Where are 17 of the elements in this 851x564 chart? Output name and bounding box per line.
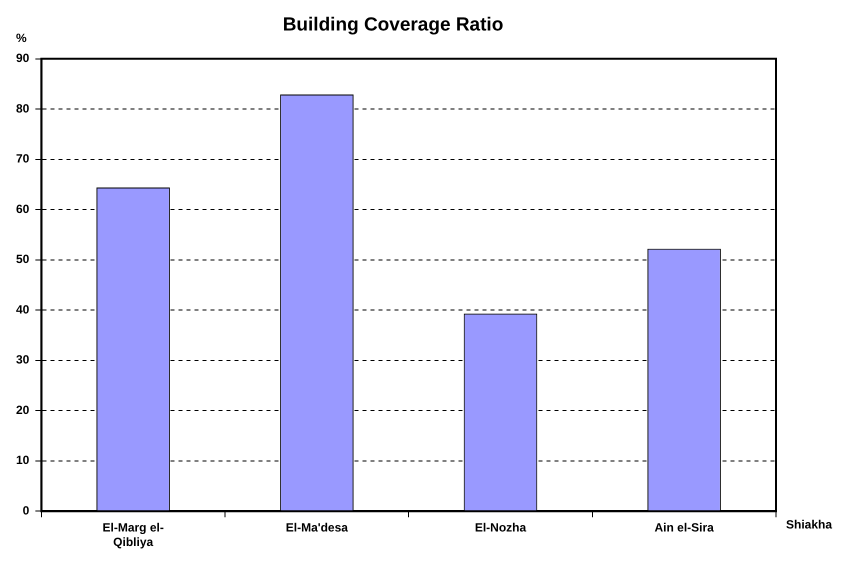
x-tick-label: El-Marg el-Qibliya (102, 520, 164, 550)
chart-title: Building Coverage Ratio (282, 14, 504, 36)
y-tick-label: 70 (16, 152, 30, 166)
x-axis-title: Shiakha (786, 518, 832, 532)
y-tick-label: 50 (16, 252, 30, 266)
y-tick-label: 0 (22, 504, 30, 518)
y-tick-label: 30 (16, 352, 30, 367)
y-tick-label: 80 (16, 101, 30, 116)
y-tick-label: 90 (16, 51, 30, 66)
x-tick-label: Ain el-Sira (654, 520, 714, 535)
y-tick-label: 20 (16, 402, 30, 417)
x-tick-label: El-Nozha (474, 520, 526, 535)
y-tick-label: 40 (16, 302, 30, 316)
y-tick-label: 10 (16, 453, 30, 468)
y-axis-title: % (16, 31, 28, 46)
y-tick-label: 60 (16, 202, 30, 216)
x-tick-label: El-Ma'desa (286, 520, 348, 535)
